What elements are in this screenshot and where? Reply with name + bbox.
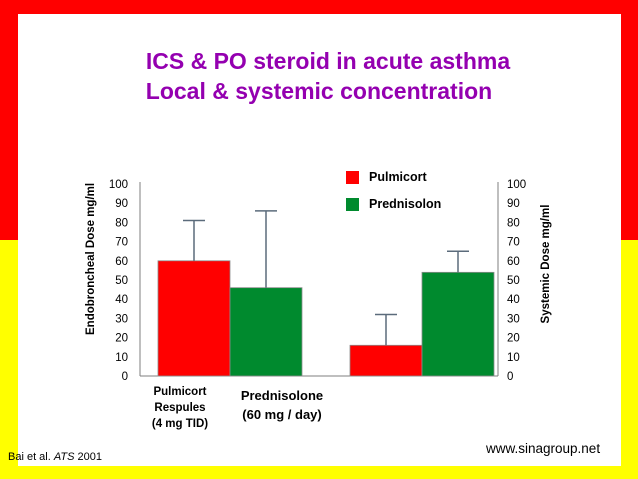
y-tick-label-right: 70 <box>507 237 520 249</box>
y-tick-label-right: 80 <box>507 217 520 229</box>
y-tick-label-left: 30 <box>115 313 128 325</box>
y-tick-label-left: 90 <box>115 198 128 210</box>
y-tick-label-right: 50 <box>507 275 520 287</box>
y-tick-label-right: 0 <box>507 371 513 383</box>
legend-swatch-prednisolon <box>346 197 359 211</box>
y-tick-label-left: 10 <box>115 352 128 364</box>
legend-swatch-pulmicort <box>346 170 359 184</box>
bar-pulmicort-1 <box>157 260 231 377</box>
y-tick-label-right: 90 <box>507 198 520 210</box>
website-url[interactable]: www.sinagroup.net <box>486 441 601 456</box>
y-tick-label-right: 10 <box>507 352 520 364</box>
title-line-2: Local & systemic concentration <box>145 78 493 104</box>
citation-authors: Bai et al. <box>8 451 54 463</box>
y-tick-label-left: 50 <box>115 275 128 287</box>
citation: Bai et al. ATS 2001 <box>8 451 102 463</box>
y-tick-label-right: 40 <box>507 294 520 306</box>
slide-title: ICS & PO steroid in acute asthma Local &… <box>0 46 638 106</box>
y-tick-label-left: 70 <box>115 237 128 249</box>
legend-item-prednisolon: Prednisolon <box>346 197 441 211</box>
bar-pulmicort-2 <box>349 344 423 377</box>
y-tick-label-left: 0 <box>122 371 128 383</box>
y-tick-label-left: 40 <box>115 294 128 306</box>
y-tick-label-right: 60 <box>507 256 520 268</box>
y-tick-label-right: 30 <box>507 313 520 325</box>
bar-prednisolon-2 <box>421 271 495 377</box>
legend-label-prednisolon: Prednisolon <box>369 197 442 211</box>
y-tick-label-left: 80 <box>115 217 128 229</box>
y-tick-label-right: 20 <box>507 333 520 345</box>
citation-year: 2001 <box>74 451 102 463</box>
citation-journal: ATS <box>53 451 75 463</box>
y-tick-label-left: 20 <box>115 333 128 345</box>
legend-item-pulmicort: Pulmicort <box>346 170 427 184</box>
y-tick-label-right: 100 <box>507 179 526 191</box>
title-line-1: ICS & PO steroid in acute asthma <box>145 48 511 74</box>
y-tick-label-left: 60 <box>115 256 128 268</box>
bar-prednisolon-1 <box>229 287 303 377</box>
slide-background <box>18 14 621 466</box>
y-tick-label-left: 100 <box>109 179 128 191</box>
category-label-pulmicort-respules: Pulmicort Respules (4 mg TID) <box>151 386 209 430</box>
category-label-prednisolone: Prednisolone (60 mg / day) <box>240 388 324 422</box>
legend-label-pulmicort: Pulmicort <box>369 170 427 184</box>
